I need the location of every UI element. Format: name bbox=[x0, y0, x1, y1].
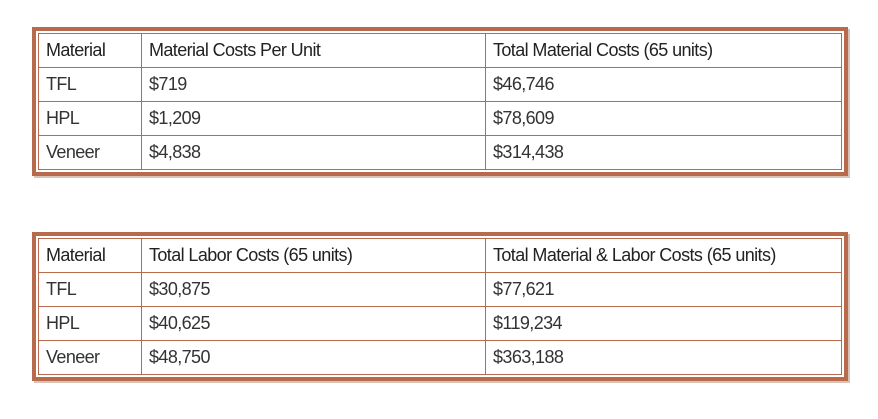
labor-costs-table: Material Total Labor Costs (65 units) To… bbox=[32, 232, 848, 381]
labor-costs-table-inner: Material Total Labor Costs (65 units) To… bbox=[36, 236, 844, 377]
table-row: HPL $1,209 $78,609 bbox=[38, 101, 842, 136]
cell-material: HPL bbox=[38, 101, 142, 136]
cell-total-material-cost: $78,609 bbox=[485, 101, 842, 136]
material-costs-table: Material Material Costs Per Unit Total M… bbox=[32, 27, 848, 176]
table-row: TFL $30,875 $77,621 bbox=[38, 272, 842, 307]
cell-total-material-cost: $314,438 bbox=[485, 135, 842, 170]
cell-material: HPL bbox=[38, 306, 142, 341]
cell-total-material-labor-cost: $363,188 bbox=[485, 340, 842, 375]
cell-total-labor-cost: $30,875 bbox=[141, 272, 486, 307]
table-header-row: Material Material Costs Per Unit Total M… bbox=[38, 33, 842, 68]
labor-costs-grid: Material Total Labor Costs (65 units) To… bbox=[38, 238, 842, 375]
cell-total-labor-cost: $48,750 bbox=[141, 340, 486, 375]
cell-material: TFL bbox=[38, 272, 142, 307]
header-total-material-costs: Total Material Costs (65 units) bbox=[485, 33, 842, 68]
cell-material: Veneer bbox=[38, 340, 142, 375]
cell-material-cost-per-unit: $719 bbox=[141, 67, 486, 102]
cell-total-material-labor-cost: $77,621 bbox=[485, 272, 842, 307]
cell-total-material-cost: $46,746 bbox=[485, 67, 842, 102]
cell-material-cost-per-unit: $4,838 bbox=[141, 135, 486, 170]
cell-total-material-labor-cost: $119,234 bbox=[485, 306, 842, 341]
table-row: Veneer $4,838 $314,438 bbox=[38, 135, 842, 170]
material-costs-table-inner: Material Material Costs Per Unit Total M… bbox=[36, 31, 844, 172]
table-row: HPL $40,625 $119,234 bbox=[38, 306, 842, 341]
cell-material: TFL bbox=[38, 67, 142, 102]
header-total-labor-costs: Total Labor Costs (65 units) bbox=[141, 238, 486, 273]
table-row: Veneer $48,750 $363,188 bbox=[38, 340, 842, 375]
table-row: TFL $719 $46,746 bbox=[38, 67, 842, 102]
cell-material-cost-per-unit: $1,209 bbox=[141, 101, 486, 136]
header-total-material-labor-costs: Total Material & Labor Costs (65 units) bbox=[485, 238, 842, 273]
cell-total-labor-cost: $40,625 bbox=[141, 306, 486, 341]
header-material: Material bbox=[38, 33, 142, 68]
material-costs-grid: Material Material Costs Per Unit Total M… bbox=[38, 33, 842, 170]
header-material-costs-per-unit: Material Costs Per Unit bbox=[141, 33, 486, 68]
header-material: Material bbox=[38, 238, 142, 273]
table-header-row: Material Total Labor Costs (65 units) To… bbox=[38, 238, 842, 273]
cell-material: Veneer bbox=[38, 135, 142, 170]
